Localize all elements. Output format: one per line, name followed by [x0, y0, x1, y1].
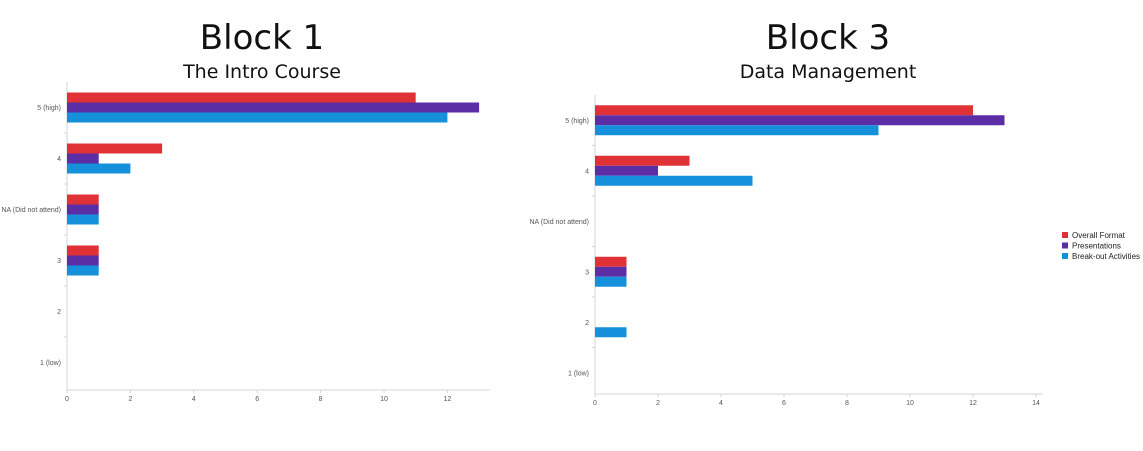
chart2-bar — [595, 276, 627, 287]
chart2-x-tick-label: 10 — [906, 400, 914, 407]
chart2-x-tick-label: 4 — [719, 400, 723, 407]
chart2-category-label: NA (Did not attend) — [529, 219, 589, 226]
chart1-category-label: 5 (high) — [37, 105, 61, 112]
chart2-bar — [595, 155, 690, 166]
chart2-category-label: 2 — [585, 320, 589, 327]
chart1-bar — [67, 112, 448, 123]
legend-item-label: Overall Format — [1072, 231, 1126, 240]
chart1-category-label: NA (Did not attend) — [1, 207, 61, 214]
chart2-bar — [595, 256, 627, 267]
chart2-subtitle: Data Management — [739, 61, 917, 83]
chart2-bar — [595, 165, 658, 176]
chart1-category-label: 2 — [57, 309, 61, 316]
chart1-bar — [67, 265, 99, 276]
chart1-bar — [67, 214, 99, 225]
chart2-category-label: 1 (low) — [568, 370, 589, 377]
chart1-bar — [67, 255, 99, 266]
chart1-bar — [67, 153, 99, 164]
chart1-category-label: 3 — [57, 258, 61, 265]
legend-item-label: Break-out Activities — [1072, 252, 1140, 261]
chart1-bar — [67, 92, 416, 103]
chart1-category-label: 4 — [57, 156, 61, 163]
chart2-bar — [595, 115, 1005, 126]
legend-swatch — [1062, 242, 1068, 249]
chart2-x-tick-label: 12 — [969, 400, 977, 407]
chart1-subtitle: The Intro Course — [183, 61, 341, 83]
chart1-x-tick-label: 6 — [255, 396, 259, 403]
chart1-category-label: 1 (low) — [40, 360, 61, 367]
legend-swatch — [1062, 253, 1068, 259]
chart2-x-tick-label: 2 — [656, 400, 660, 407]
chart2-category-label: 3 — [585, 269, 589, 276]
chart2-x-tick-label: 0 — [593, 400, 597, 407]
legend-swatch — [1062, 232, 1068, 238]
chart1-x-tick-label: 4 — [192, 396, 196, 403]
chart1-bar — [67, 194, 99, 205]
chart2-title: Block 3 — [765, 18, 891, 58]
chart2-x-tick-label: 8 — [845, 400, 849, 407]
chart1-title: Block 1 — [199, 18, 325, 58]
chart2-bar — [595, 175, 753, 186]
chart1-x-tick-label: 12 — [444, 396, 452, 403]
chart1-bar — [67, 245, 99, 256]
chart1-bar — [67, 163, 131, 174]
chart2-bar — [595, 125, 879, 136]
chart1-x-tick-label: 10 — [380, 396, 388, 403]
chart2-x-tick-label: 6 — [782, 400, 786, 407]
chart2-category-label: 4 — [585, 168, 589, 175]
legend-item-label: Presentations — [1072, 242, 1121, 251]
chart2-bar — [595, 327, 627, 338]
chart2-x-tick-label: 14 — [1032, 400, 1040, 407]
chart1-x-tick-label: 2 — [128, 396, 132, 403]
chart2-bar — [595, 266, 627, 277]
chart1-x-tick-label: 8 — [319, 396, 323, 403]
chart1-bar — [67, 102, 480, 113]
chart2-bar — [595, 105, 973, 116]
chart1-x-tick-label: 0 — [65, 396, 69, 403]
chart1-bar — [67, 143, 163, 154]
chart1-bar — [67, 204, 99, 215]
chart2-category-label: 5 (high) — [565, 118, 589, 125]
